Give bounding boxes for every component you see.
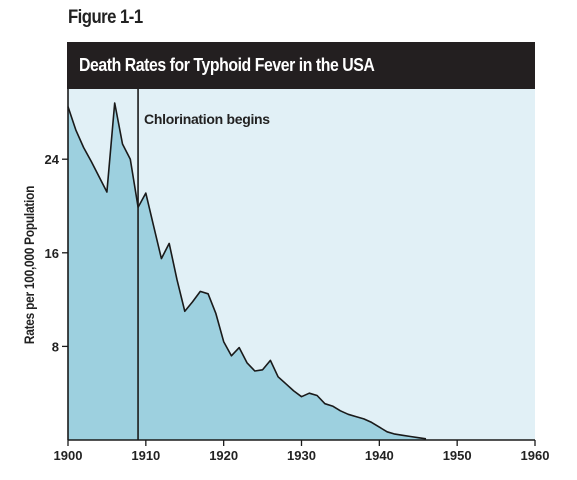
annotation-label-0: Chlorination begins: [144, 111, 270, 127]
series-line-0: [67, 102, 427, 440]
x-tick-label: 1910: [131, 448, 160, 463]
y-tick-label: 8: [52, 339, 59, 354]
y-tick-label: 24: [45, 152, 60, 167]
x-tick-label: 1950: [443, 448, 472, 463]
figure-label: Figure 1-1: [68, 7, 143, 28]
x-tick-label: 1960: [521, 448, 550, 463]
x-tick-label: 1900: [54, 448, 83, 463]
chart-title-bar: Death Rates for Typhoid Fever in the USA: [67, 42, 535, 89]
x-tick-label: 1920: [209, 448, 238, 463]
area-fill-0: [68, 103, 426, 440]
y-tick-label: 16: [45, 246, 59, 261]
x-tick-label: 1930: [287, 448, 316, 463]
x-tick-label: 1940: [365, 448, 394, 463]
chart-title: Death Rates for Typhoid Fever in the USA: [79, 55, 375, 75]
